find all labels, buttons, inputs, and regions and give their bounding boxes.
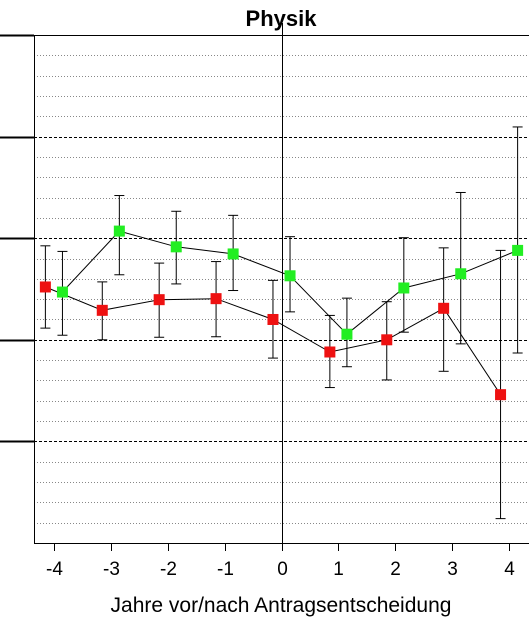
data-point bbox=[210, 293, 222, 305]
data-point bbox=[455, 268, 467, 280]
chart-title: Physik bbox=[246, 6, 318, 31]
data-point bbox=[512, 244, 524, 256]
data-point bbox=[113, 225, 125, 237]
data-point bbox=[438, 302, 450, 314]
data-point bbox=[96, 304, 108, 316]
data-point bbox=[39, 281, 51, 293]
x-tick-label: -1 bbox=[217, 559, 234, 580]
data-point bbox=[56, 286, 68, 298]
data-point bbox=[284, 270, 296, 282]
x-tick-label: -4 bbox=[46, 559, 63, 580]
x-tick-label: -3 bbox=[103, 559, 120, 580]
x-tick-label: 3 bbox=[447, 559, 458, 580]
x-tick-label: 0 bbox=[277, 559, 288, 580]
data-point bbox=[324, 346, 336, 358]
data-point bbox=[398, 282, 410, 294]
error-bar bbox=[512, 126, 523, 354]
data-point bbox=[341, 328, 353, 340]
x-tick-label: 4 bbox=[504, 559, 515, 580]
data-point bbox=[227, 248, 239, 260]
error-bars bbox=[40, 126, 523, 520]
data-point bbox=[381, 334, 393, 346]
x-axis: -4 -3 -2 -1 0 1 2 3 4 bbox=[46, 543, 515, 580]
plot-border bbox=[34, 35, 529, 544]
grid-lines bbox=[34, 35, 529, 524]
x-tick-label: -2 bbox=[160, 559, 177, 580]
data-point bbox=[495, 389, 507, 401]
error-bar bbox=[495, 249, 506, 520]
data-point bbox=[267, 313, 279, 325]
y-axis-ticks bbox=[0, 34, 34, 443]
data-points bbox=[39, 225, 524, 401]
data-point bbox=[153, 294, 165, 306]
x-tick-label: 1 bbox=[333, 559, 344, 580]
error-bar bbox=[455, 191, 466, 345]
data-point bbox=[170, 241, 182, 253]
x-axis-label: Jahre vor/nach Antragsentscheidung bbox=[111, 594, 452, 617]
x-tick-label: 2 bbox=[390, 559, 401, 580]
